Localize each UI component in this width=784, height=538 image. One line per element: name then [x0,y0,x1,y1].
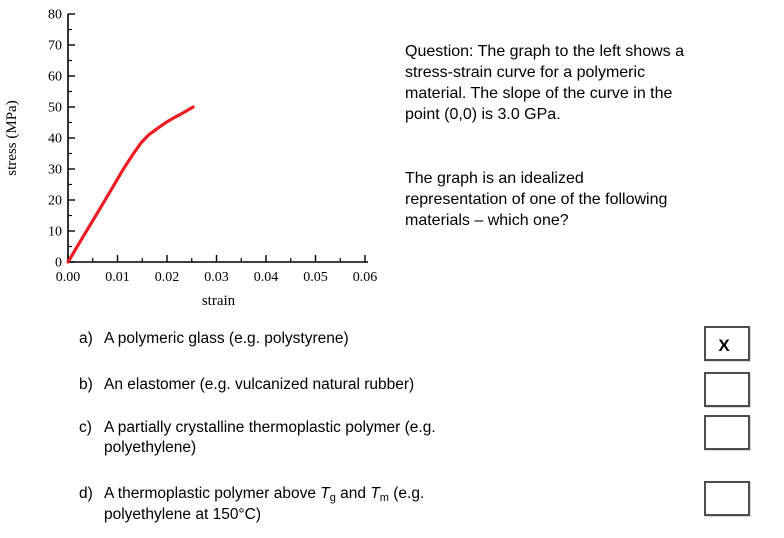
svg-text:0.01: 0.01 [105,270,130,285]
option-b-letter: b) [79,376,93,393]
option-row-a: a) A polymeric glass (e.g. polystyrene) … [79,326,750,361]
checkbox-mark-a: X [718,335,730,355]
svg-text:0.00: 0.00 [56,270,81,285]
option-a-checkbox[interactable]: X [704,326,750,361]
option-a-letter: a) [79,330,93,347]
options-list: a) A polymeric glass (e.g. polystyrene) … [79,0,750,538]
svg-text:50: 50 [48,101,62,116]
svg-text:0.06: 0.06 [353,270,378,285]
option-d-letter: d) [79,485,93,502]
svg-text:0.03: 0.03 [204,270,229,285]
svg-text:0.04: 0.04 [254,270,279,285]
svg-text:70: 70 [48,39,62,54]
svg-text:0.02: 0.02 [155,270,180,285]
option-row-d: d) A thermoplastic polymer above Tg and … [79,481,750,525]
option-c-text: A partially crystalline thermoplastic po… [104,419,436,456]
svg-text:60: 60 [48,70,62,85]
option-a-text: A polymeric glass (e.g. polystyrene) [104,330,349,347]
svg-text:strain: strain [202,293,236,309]
svg-text:30: 30 [48,163,62,178]
question-text: Question: The graph to the left shows a … [405,20,767,252]
svg-text:0: 0 [55,256,62,271]
question-paragraph-1: Question: The graph to the left shows a … [405,43,684,123]
option-row-c: c) A partially crystalline thermoplastic… [79,415,750,458]
option-row-b: b) An elastomer (e.g. vulcanized natural… [79,372,750,407]
option-d-text: A thermoplastic polymer above Tg and Tm … [104,485,425,523]
svg-text:80: 80 [48,8,62,23]
option-c-checkbox[interactable] [704,415,750,450]
svg-text:stress (MPa): stress (MPa) [4,100,20,175]
option-b-text: An elastomer (e.g. vulcanized natural ru… [104,376,415,393]
svg-text:40: 40 [48,132,62,147]
option-b-checkbox[interactable] [704,372,750,407]
question-paragraph-2: The graph is an idealized representation… [405,170,668,229]
svg-text:20: 20 [48,194,62,209]
svg-text:10: 10 [48,225,62,240]
option-d-checkbox[interactable] [704,481,750,516]
option-c-letter: c) [79,419,92,436]
stress-strain-plot: 0 10 20 30 40 50 60 70 80 0.00 0.01 0.02 0.03 0.04 0.0… [4,8,378,310]
svg-text:0.05: 0.05 [303,270,328,285]
stress-strain-chart-panel: 0 10 20 30 40 50 60 70 80 0.00 0.01 0.02 0.03 0.04 0.0… [0,0,392,315]
